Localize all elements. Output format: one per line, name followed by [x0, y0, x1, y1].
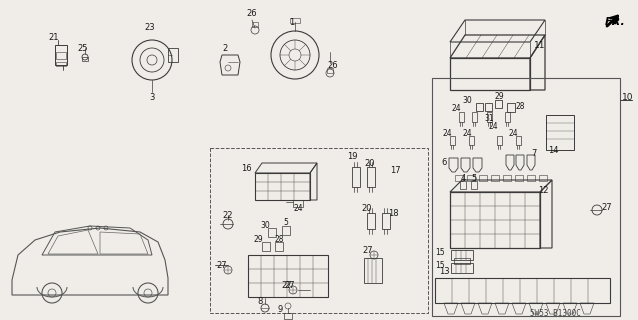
Bar: [432, 78, 620, 316]
Text: 20: 20: [365, 158, 375, 167]
Bar: [56, 52, 66, 59]
Text: 30: 30: [260, 220, 270, 229]
Bar: [293, 200, 303, 207]
Bar: [82, 57, 88, 61]
Bar: [367, 213, 375, 229]
Bar: [451, 263, 473, 273]
Bar: [471, 181, 477, 189]
Bar: [364, 258, 382, 283]
Bar: [485, 103, 492, 111]
Bar: [282, 226, 290, 235]
Bar: [455, 175, 463, 181]
Bar: [290, 18, 300, 23]
Bar: [55, 45, 67, 65]
Bar: [450, 136, 455, 145]
Bar: [491, 175, 499, 181]
Bar: [460, 181, 466, 189]
Text: 31: 31: [484, 114, 494, 123]
Bar: [210, 148, 428, 313]
Text: 15: 15: [435, 261, 445, 270]
Bar: [248, 255, 328, 297]
Bar: [527, 175, 535, 181]
Text: 4: 4: [461, 173, 466, 182]
Text: 20: 20: [362, 204, 372, 212]
Bar: [467, 175, 475, 181]
Bar: [284, 313, 292, 319]
Text: 28: 28: [274, 235, 284, 244]
Text: FR.: FR.: [605, 17, 626, 27]
Text: 27: 27: [285, 282, 295, 291]
Bar: [487, 112, 492, 122]
Text: 27: 27: [282, 281, 292, 290]
Bar: [476, 103, 483, 111]
Bar: [472, 112, 477, 122]
Bar: [268, 228, 276, 237]
Text: 10: 10: [622, 92, 634, 101]
Text: 21: 21: [48, 33, 59, 42]
Text: 27: 27: [217, 260, 227, 269]
Bar: [515, 175, 523, 181]
Text: 24: 24: [508, 129, 518, 138]
Text: 17: 17: [390, 165, 400, 174]
Text: 3: 3: [149, 92, 154, 101]
Text: 27: 27: [602, 203, 612, 212]
Bar: [469, 136, 474, 145]
Bar: [327, 68, 333, 73]
Bar: [435, 278, 610, 303]
Text: 24: 24: [442, 129, 452, 138]
Text: 29: 29: [253, 235, 263, 244]
Text: 12: 12: [538, 186, 548, 195]
Text: 8: 8: [257, 298, 263, 307]
Text: 6: 6: [441, 157, 447, 166]
Bar: [262, 242, 270, 251]
Bar: [382, 213, 390, 229]
Text: 5W53 B1300C: 5W53 B1300C: [530, 308, 581, 317]
Text: 28: 28: [516, 101, 524, 110]
Bar: [56, 62, 66, 66]
Text: 13: 13: [439, 268, 449, 276]
Text: 14: 14: [548, 146, 558, 155]
Text: 23: 23: [145, 22, 155, 31]
Text: 19: 19: [346, 151, 357, 161]
Text: 26: 26: [328, 60, 338, 69]
Text: 15: 15: [435, 247, 445, 257]
Text: 16: 16: [241, 164, 251, 172]
Bar: [352, 167, 360, 187]
Bar: [252, 22, 258, 27]
Text: 30: 30: [463, 95, 472, 105]
Text: 25: 25: [78, 44, 88, 52]
Bar: [539, 175, 547, 181]
Bar: [367, 167, 375, 187]
Bar: [495, 100, 502, 108]
Text: 26: 26: [247, 9, 257, 18]
Bar: [505, 112, 510, 122]
Text: 1: 1: [290, 18, 295, 27]
Text: 24: 24: [451, 103, 461, 113]
Text: 11: 11: [534, 41, 545, 50]
Bar: [451, 250, 473, 260]
Text: 24: 24: [293, 204, 303, 212]
Bar: [507, 103, 515, 112]
Bar: [275, 242, 283, 251]
Bar: [454, 258, 470, 264]
Bar: [168, 48, 178, 62]
Text: 9: 9: [278, 306, 283, 315]
Text: 18: 18: [388, 209, 398, 218]
Bar: [516, 136, 521, 145]
Bar: [497, 136, 502, 145]
Text: 24: 24: [488, 122, 498, 131]
Text: 5: 5: [471, 173, 477, 182]
Text: 7: 7: [531, 148, 537, 157]
Bar: [479, 175, 487, 181]
Bar: [503, 175, 511, 181]
Bar: [546, 115, 574, 150]
Text: 5: 5: [283, 218, 288, 227]
Bar: [459, 112, 464, 122]
Text: 29: 29: [494, 92, 504, 100]
Text: 27: 27: [362, 245, 373, 254]
Text: 2: 2: [223, 44, 228, 52]
Text: 22: 22: [223, 211, 234, 220]
Text: 24: 24: [462, 129, 472, 138]
